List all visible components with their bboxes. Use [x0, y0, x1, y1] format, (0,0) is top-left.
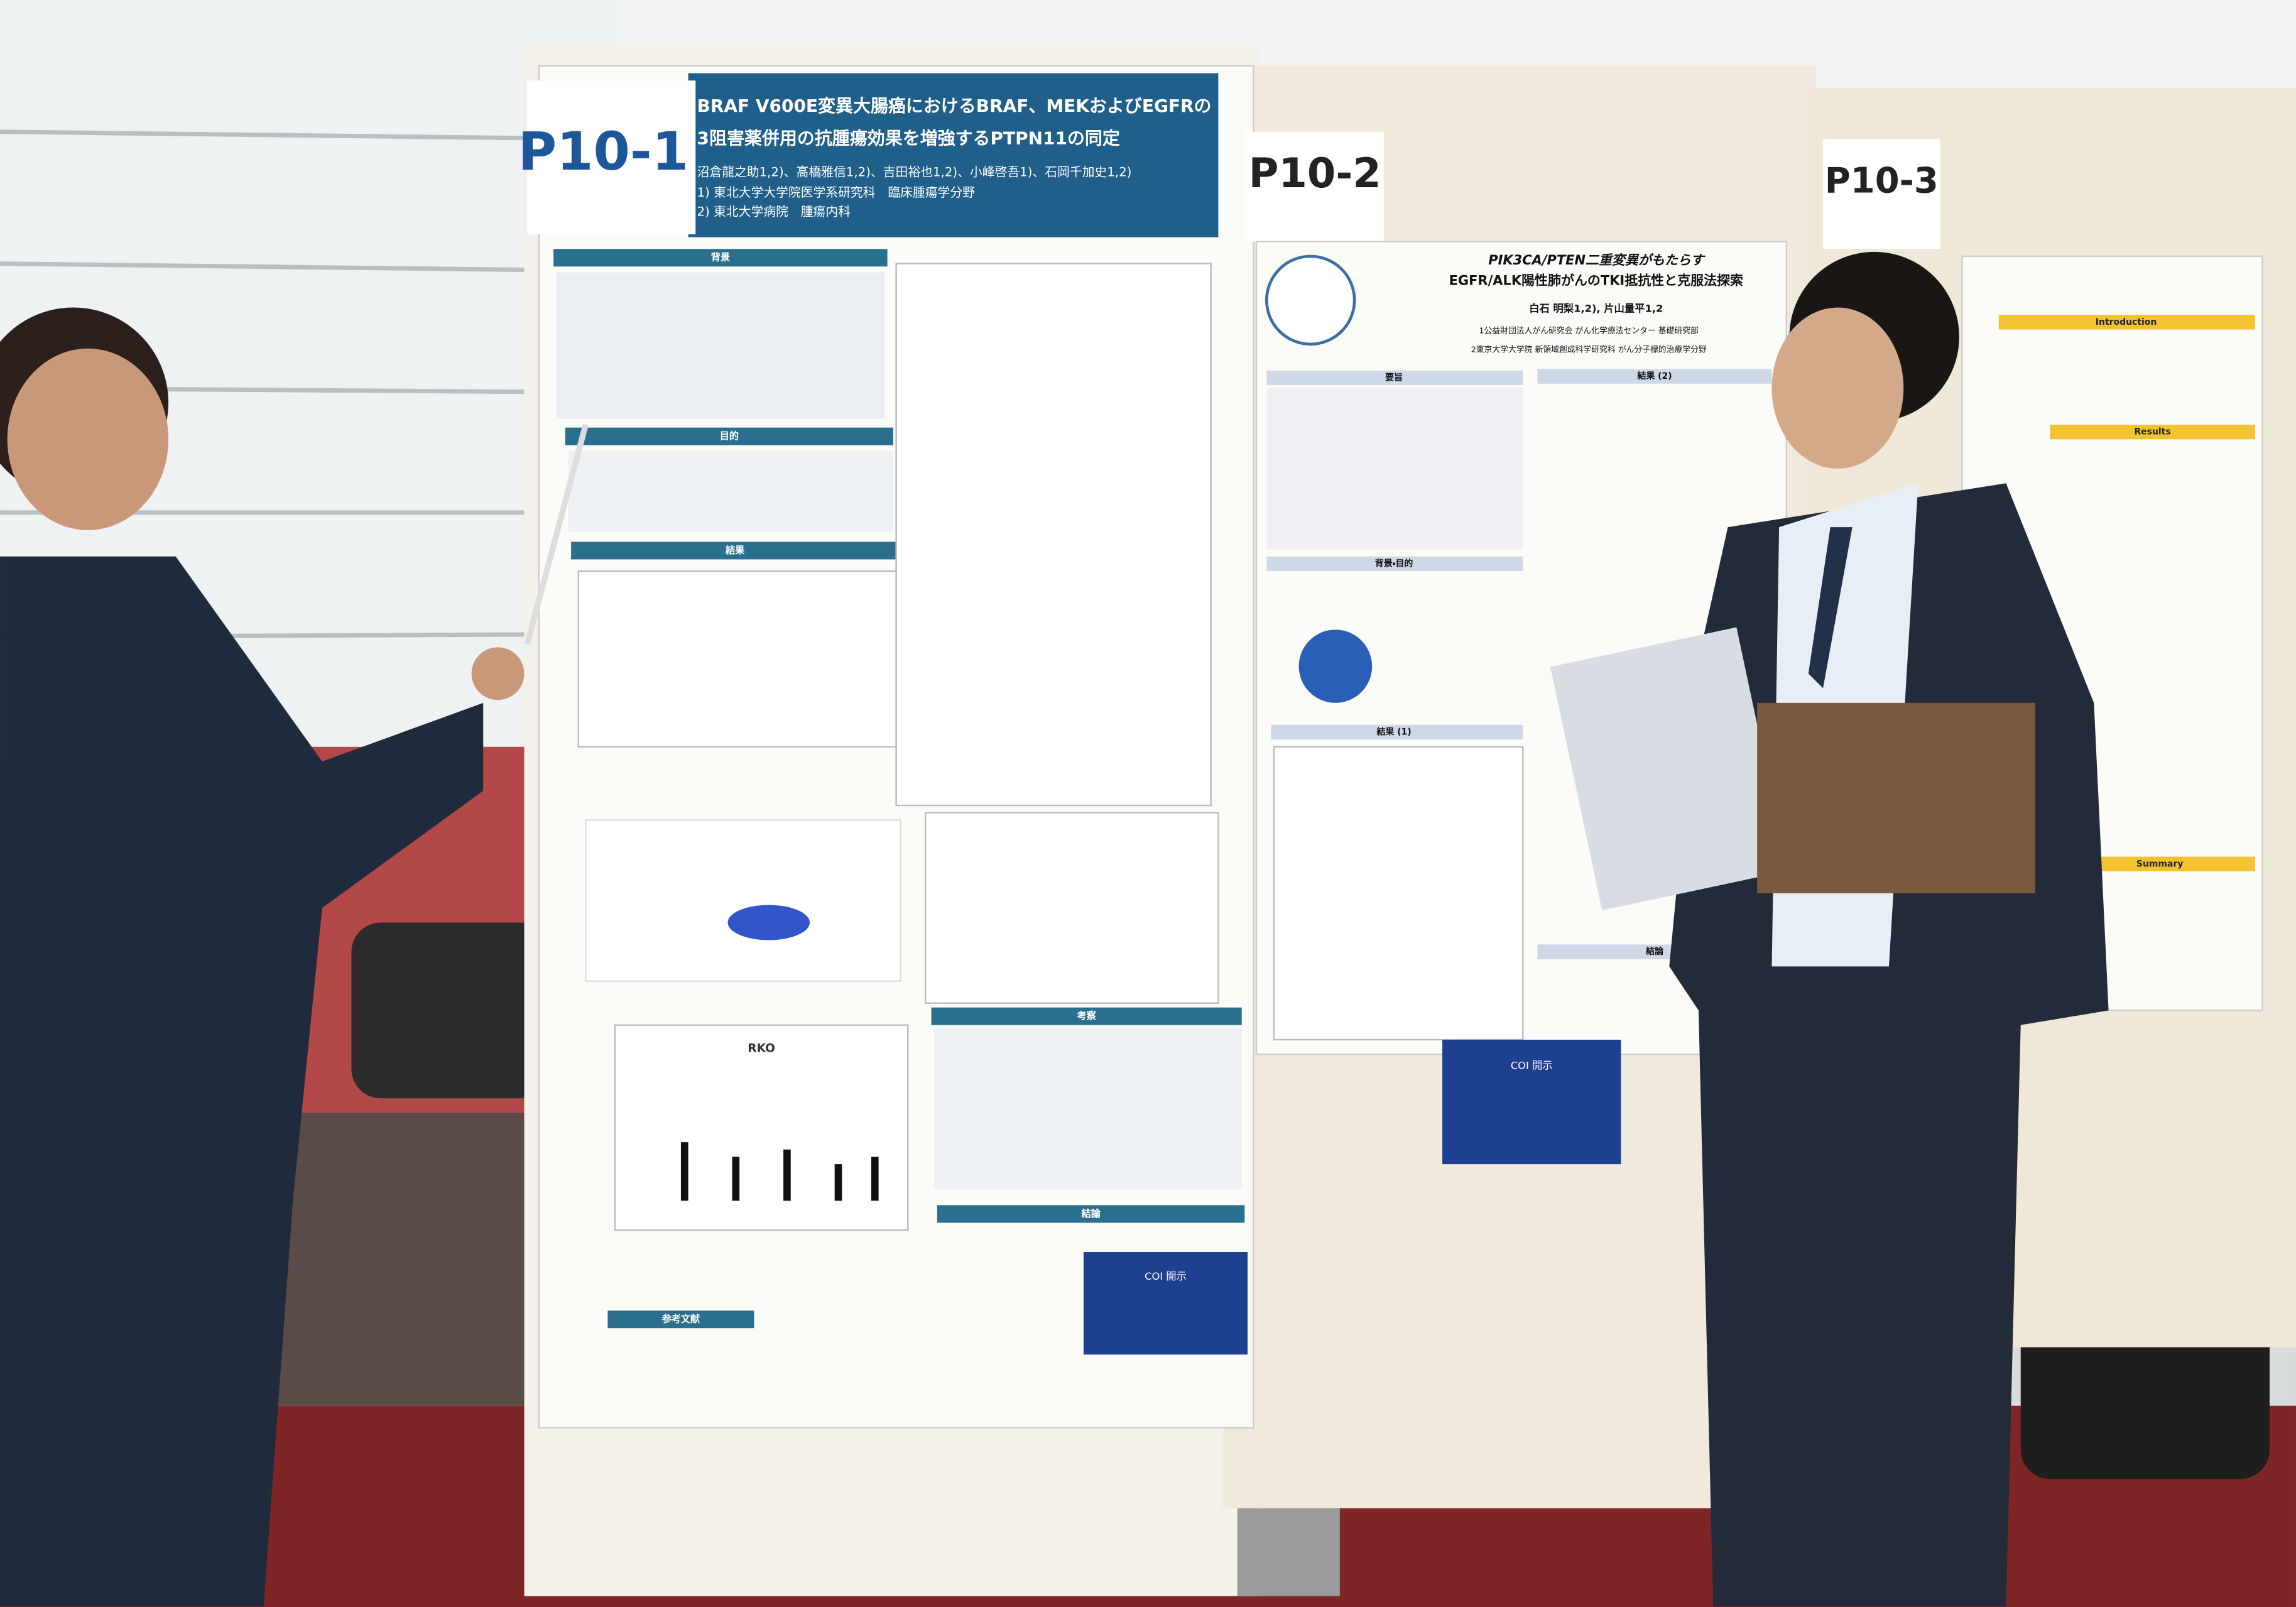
section-bar [565, 427, 893, 445]
section-heading: Results [2134, 427, 2170, 437]
section-heading: Summary [2136, 859, 2184, 869]
poster-title: 3阻害薬併用の抗腫瘍効果を増強するPTPN11の同定 [697, 128, 1120, 148]
section-bar [1271, 724, 1523, 740]
section-heading: 背景・目的 [1375, 558, 1413, 569]
section-bar [1266, 556, 1523, 572]
label-card [1244, 131, 1384, 242]
affiliation: 1) 東北大学大学院医学系研究科 臨床腫瘍学分野 [697, 185, 976, 200]
section-bar [553, 249, 888, 267]
figure [577, 570, 901, 748]
authors: 白石 明梨1,2), 片山量平1,2 [1529, 302, 1663, 314]
section-heading: 目的 [720, 430, 739, 442]
section-heading: 結果 (2) [1636, 371, 1672, 381]
label-card [527, 80, 696, 234]
figure [895, 263, 1212, 807]
section-bar [1998, 315, 2255, 330]
coi-box [1083, 1251, 1248, 1355]
section-heading: 結果 (1) [1376, 726, 1411, 737]
poster-label: P10-2 [1249, 150, 1381, 197]
pie-figure [1298, 629, 1373, 703]
coi-title: COI 開示 [1511, 1059, 1553, 1071]
affiliation: 2東京大学大学院 新領域創成科学研究科 がん分子標的治療学分野 [1471, 345, 1707, 355]
section-bar [931, 1007, 1242, 1025]
section-bar [1537, 369, 1772, 384]
section-heading: 結果 [725, 545, 745, 556]
section-bar [607, 1310, 754, 1329]
poster-label: P10-3 [1825, 160, 1939, 201]
poster-title: BRAF V600E変異大腸癌におけるBRAF、MEKおよびEGFRの [697, 95, 1212, 116]
figure [614, 1024, 909, 1231]
logo [1265, 254, 1356, 346]
section-heading: 参考文献 [661, 1314, 700, 1325]
poster-header [688, 73, 1219, 237]
text-block [568, 450, 893, 532]
figure [925, 812, 1219, 1004]
section-bar [2064, 856, 2255, 871]
bag [351, 922, 572, 1099]
text-block [556, 272, 884, 419]
poster-label: P10-1 [518, 121, 688, 182]
section-heading: 背景 [711, 252, 730, 263]
text-block [934, 1028, 1242, 1189]
section-bar [571, 542, 900, 560]
board-foot [1237, 1508, 1340, 1596]
affiliation: 1公益財団法人がん研究会 がん化学療法センター 基礎研究部 [1479, 325, 1699, 335]
bar-figure [680, 1142, 879, 1201]
poster-title: PIK3CA/PTEN二重変異がもたらす [1488, 253, 1706, 268]
scatter-blob [727, 905, 810, 940]
section-bar [2050, 424, 2255, 440]
section-heading: 要旨 [1385, 373, 1403, 383]
coi-box [1442, 1039, 1621, 1165]
section-heading: 考察 [1076, 1010, 1096, 1021]
label-card [1823, 139, 1940, 249]
figure-title: RKO [748, 1042, 775, 1055]
section-bar [1266, 370, 1523, 386]
authors: 沼倉龍之助1,2)、高橋雅信1,2)、吉田裕也1,2)、小峰啓吾1)、石岡千加史… [697, 165, 1132, 180]
coi-title: COI 開示 [1145, 1270, 1187, 1282]
person-left [0, 307, 589, 1607]
poster-title: EGFR/ALK陽性肺がんのTKI抵抗性と克服法探索 [1449, 273, 1743, 288]
person-right [1550, 251, 2109, 1607]
section-bar [937, 1205, 1245, 1223]
section-heading: 結論 [1080, 1208, 1101, 1219]
section-heading: 結論 [1645, 946, 1663, 957]
section-heading: Introduction [2096, 317, 2157, 327]
figure [585, 819, 901, 982]
affiliation: 2) 東北大学病院 腫瘍内科 [697, 204, 851, 219]
table-figure [1273, 746, 1524, 1041]
text-block [1266, 388, 1523, 550]
